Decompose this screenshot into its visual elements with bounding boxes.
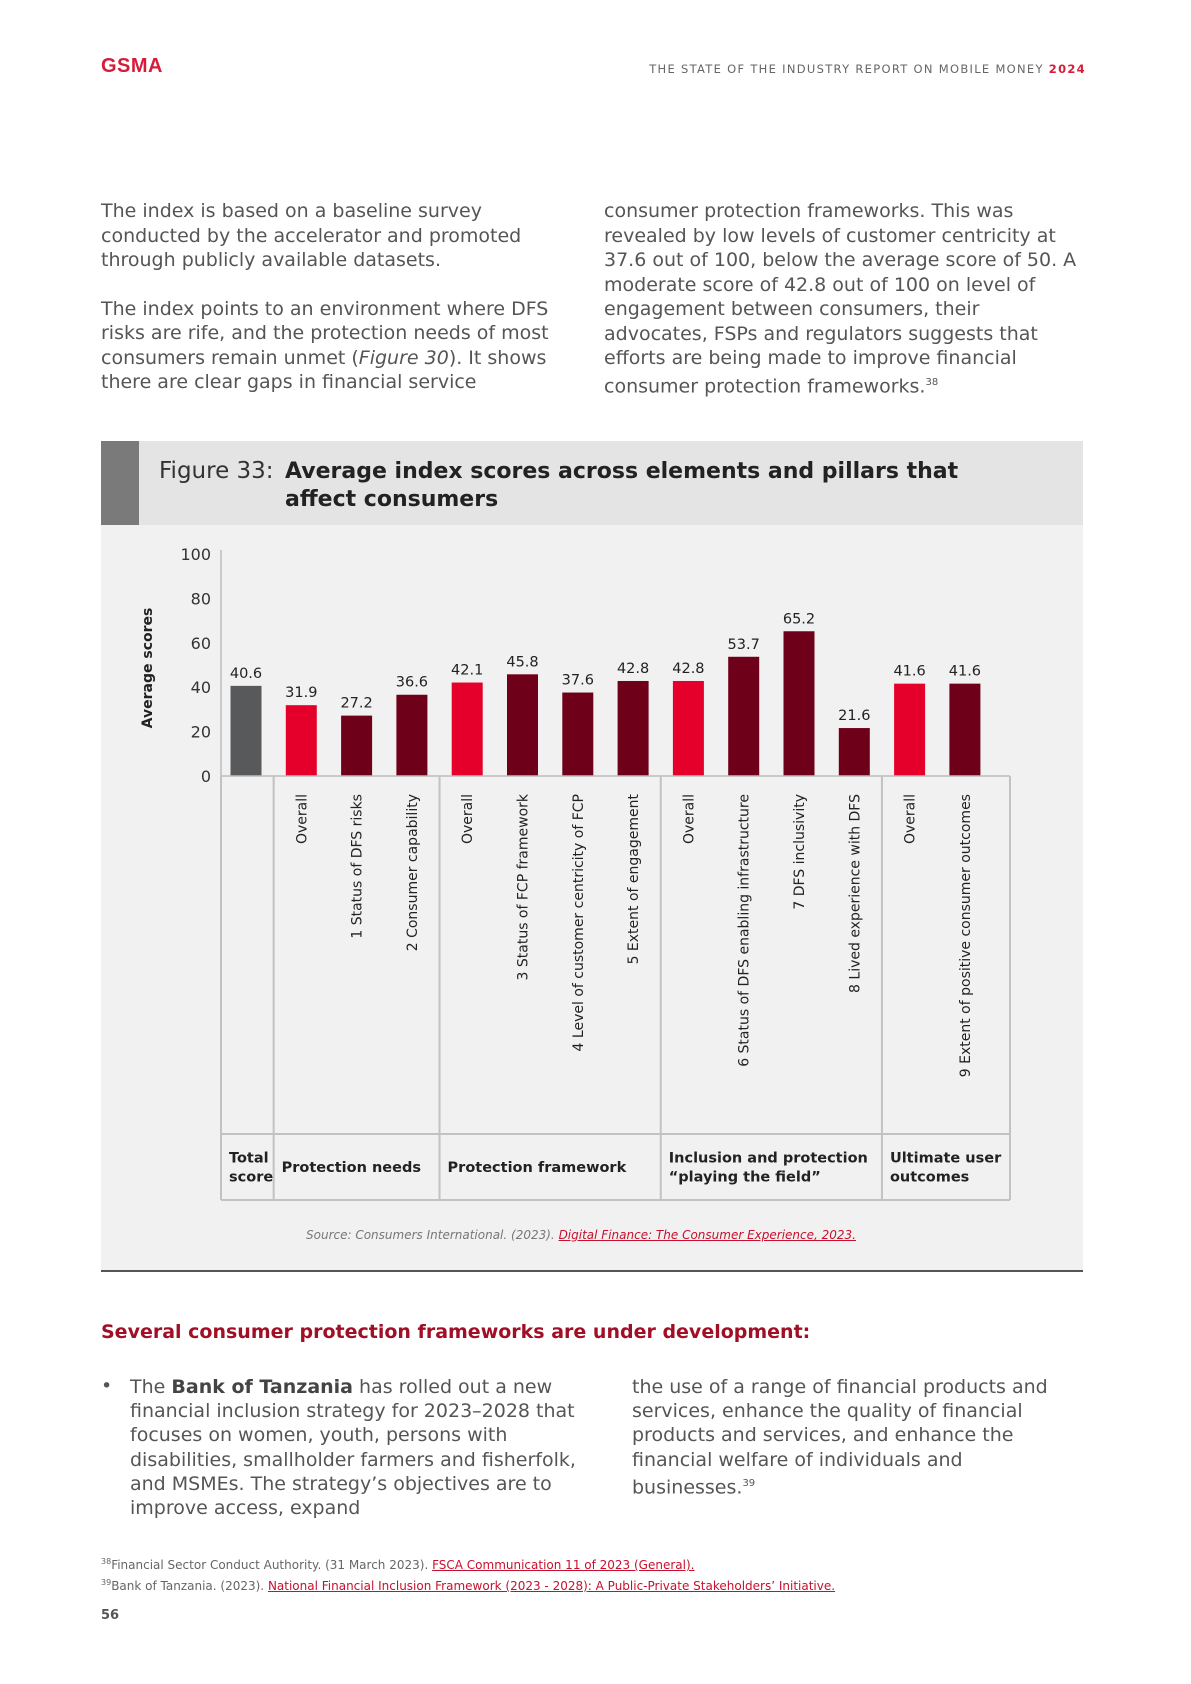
bar (231, 686, 262, 776)
category-label: Overall (681, 794, 697, 844)
data-label: 36.6 (396, 675, 428, 691)
footnote-38: 38Financial Sector Conduct Authority. (3… (101, 1553, 835, 1574)
footnotes: 38Financial Sector Conduct Authority. (3… (101, 1553, 835, 1595)
section-heading: Several consumer protection frameworks a… (101, 1321, 810, 1343)
category-label: 1 Status of DFS risks (350, 794, 366, 939)
data-label: 31.9 (285, 685, 317, 701)
category-label: 9 Extent of positive consumer outcomes (958, 794, 974, 1077)
category-label: Overall (294, 794, 310, 844)
y-tick-label: 40 (191, 678, 211, 697)
figure-source: Source: Consumers International. (2023).… (306, 1228, 856, 1242)
data-label: 42.8 (672, 661, 704, 677)
data-label: 37.6 (562, 673, 594, 689)
category-label: 2 Consumer capability (405, 794, 421, 951)
intro-paragraph-3: consumer protection frameworks. This was… (604, 199, 1084, 398)
intro-p3-text: consumer protection frameworks. This was… (604, 200, 1076, 397)
y-tick-label: 0 (201, 767, 211, 786)
intro-paragraph-1: The index is based on a baseline survey … (101, 199, 571, 273)
y-tick-label: 80 (191, 589, 211, 608)
data-label: 40.6 (230, 666, 262, 682)
category-label: 3 Status of FCP framework (516, 793, 532, 980)
footnote-39: 39Bank of Tanzania. (2023). National Fin… (101, 1574, 835, 1595)
data-label: 53.7 (728, 637, 760, 653)
data-label: 41.6 (949, 664, 981, 680)
intro-right-column: consumer protection frameworks. This was… (604, 199, 1084, 422)
bullet-right-text: the use of a range of financial products… (632, 1376, 1048, 1498)
group-label: Ultimate user (890, 1151, 1002, 1167)
group-label: “playing the field” (669, 1170, 821, 1186)
report-year: 2024 (1049, 62, 1086, 76)
data-label: 42.1 (451, 663, 483, 679)
intro-paragraph-2: The index points to an environment where… (101, 297, 571, 395)
category-label: Overall (903, 794, 919, 844)
group-label: Total (229, 1151, 269, 1167)
data-label: 27.2 (340, 696, 372, 712)
figure-reference: Figure 30 (359, 347, 449, 369)
bar (673, 681, 704, 776)
bar (286, 705, 317, 776)
footnote-39-num: 39 (101, 1578, 111, 1587)
report-title: THE STATE OF THE INDUSTRY REPORT ON MOBI… (649, 62, 1086, 76)
report-title-text: THE STATE OF THE INDUSTRY REPORT ON MOBI… (649, 62, 1044, 76)
y-tick-label: 60 (191, 634, 211, 653)
data-label: 21.6 (838, 708, 870, 724)
category-label: 6 Status of DFS enabling infrastructure (737, 794, 753, 1067)
group-label: Protection needs (282, 1160, 421, 1176)
data-label: 45.8 (506, 654, 538, 670)
data-label: 42.8 (617, 661, 649, 677)
figure-header: Figure 33: Average index scores across e… (101, 441, 1083, 525)
footnote-38-text: Financial Sector Conduct Authority. (31 … (111, 1558, 432, 1572)
footnote-ref-39: 39 (742, 1478, 755, 1489)
bullet-pre: The (130, 1376, 171, 1398)
group-label: Protection framework (448, 1160, 627, 1176)
category-label: Overall (460, 794, 476, 844)
data-label: 41.6 (893, 664, 925, 680)
data-label: 65.2 (783, 611, 815, 627)
group-label: outcomes (890, 1170, 969, 1186)
group-label: Inclusion and protection (669, 1151, 868, 1167)
bar (341, 716, 372, 776)
bar (894, 684, 925, 776)
page-number: 56 (101, 1608, 119, 1623)
figure-title: Average index scores across elements and… (285, 458, 985, 514)
figure-header-accent (101, 441, 139, 525)
bar (784, 631, 815, 776)
figure-label: Figure 33: (159, 458, 274, 484)
footnote-ref-38: 38 (925, 377, 938, 388)
y-tick-label: 100 (180, 545, 211, 564)
bar (728, 657, 759, 776)
footnote-39-text: Bank of Tanzania. (2023). (111, 1579, 268, 1593)
bar (839, 728, 870, 776)
category-label: 7 DFS inclusivity (792, 794, 808, 910)
footnote-39-link[interactable]: National Financial Inclusion Framework (… (268, 1579, 835, 1593)
bar (618, 681, 649, 776)
bar (507, 674, 538, 776)
bar (396, 695, 427, 776)
bar (562, 693, 593, 776)
y-axis-label: Average scores (140, 608, 156, 729)
figure-bottom-rule (101, 1270, 1083, 1272)
bar-chart: 0 20 40 60 80 100 Average scores 40.6 31.9 27.2 36… (101, 525, 1083, 1205)
category-label: 8 Lived experience with DFS (847, 794, 863, 993)
y-tick-label: 20 (191, 723, 211, 742)
source-text: Source: Consumers International. (2023). (306, 1228, 559, 1242)
category-label: 5 Extent of engagement (626, 793, 642, 964)
bar (452, 683, 483, 776)
category-label: 4 Level of customer centricity of FCP (571, 794, 587, 1051)
group-label: score (229, 1170, 273, 1186)
bullet-text-right: the use of a range of financial products… (632, 1375, 1084, 1499)
bank-of-tanzania: Bank of Tanzania (171, 1376, 353, 1398)
intro-left-column: The index is based on a baseline survey … (101, 199, 571, 419)
source-link[interactable]: Digital Finance: The Consumer Experience… (559, 1228, 856, 1242)
bar (949, 684, 980, 776)
footnote-38-num: 38 (101, 1557, 111, 1566)
footnote-38-link[interactable]: FSCA Communication 11 of 2023 (General). (432, 1558, 694, 1572)
bullet-marker: • (101, 1375, 112, 1397)
gsma-logo: GSMA (101, 55, 163, 78)
bullet-text-left: The Bank of Tanzania has rolled out a ne… (130, 1375, 582, 1520)
